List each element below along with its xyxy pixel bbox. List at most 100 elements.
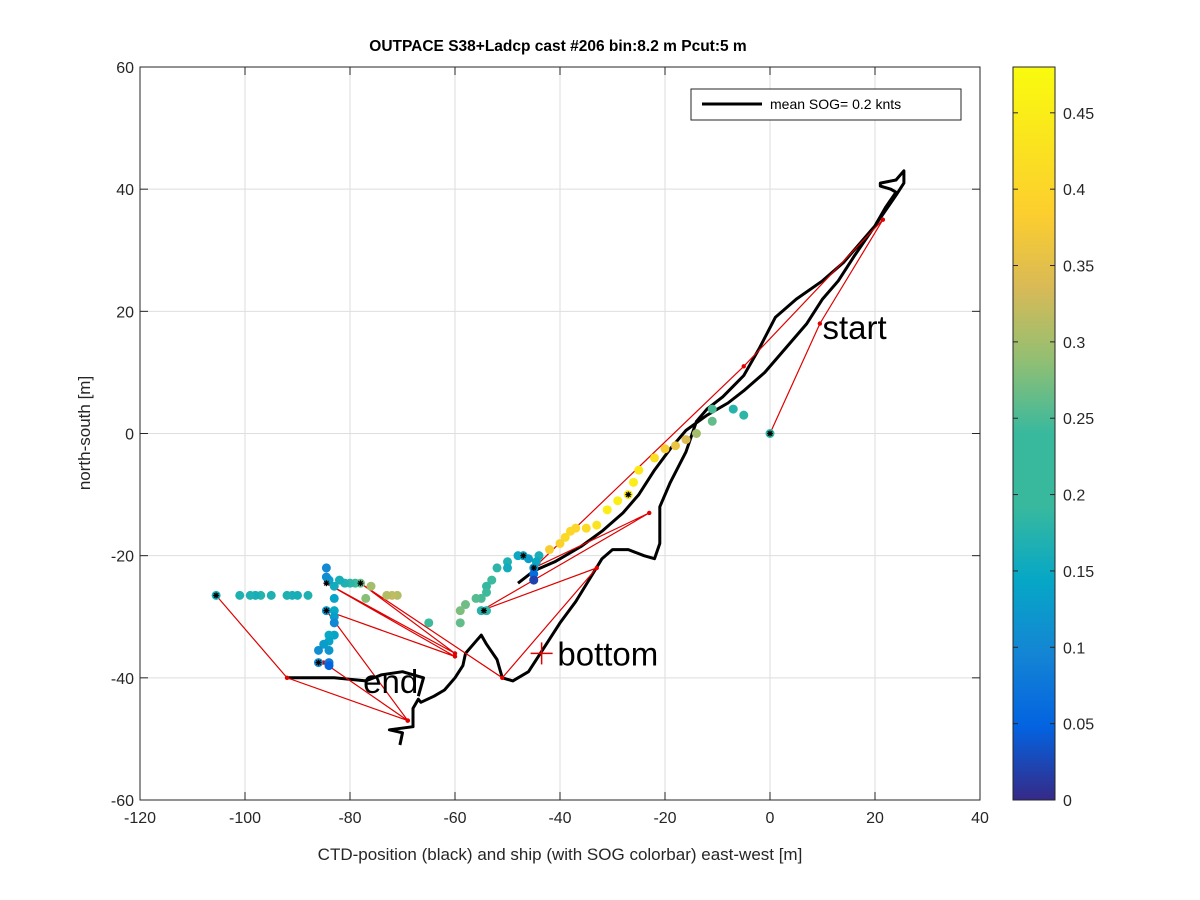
ship-sog-point (692, 429, 701, 438)
star-stroke (625, 491, 631, 498)
ship-sog-point (455, 618, 465, 628)
ctd-star-marker (480, 607, 487, 614)
x-tick-label: -120 (124, 810, 156, 827)
colorbar-tick-label: 0.05 (1063, 717, 1094, 734)
x-tick-label: 0 (766, 810, 775, 827)
ship-sog-point (629, 477, 638, 487)
ship-track-vertex (452, 651, 458, 656)
ship-track-vertex (741, 364, 746, 369)
ship-sog-point (361, 593, 371, 603)
ctd-track-end-line (287, 670, 425, 697)
y-tick-label: 60 (116, 60, 134, 77)
ship-sog-point (282, 590, 292, 600)
black-star-group (213, 430, 773, 666)
ship-sog-point (321, 572, 331, 582)
ship-track-vertex (817, 321, 823, 326)
ctd-star-marker (323, 607, 330, 614)
legend: mean SOG= 0.2 knts (690, 88, 962, 121)
star-stroke (357, 580, 364, 586)
colorbar-tick-label: 0.35 (1063, 259, 1094, 276)
ship-sog-point (245, 590, 255, 600)
colorbar-ticks: 0 0.05 0.1 0.15 0.2 0.25 0.3 0.35 0.4 0.45 (1013, 106, 1094, 810)
chart-title: OUTPACE S38+Ladcp cast #206 bin:8.2 m Pc… (369, 38, 746, 55)
ship-sog-point (329, 618, 339, 628)
annotation-bottom: bottom (557, 636, 658, 673)
x-tick-label: -60 (443, 810, 466, 827)
ship-sog-point (650, 453, 659, 463)
x-tick-label: -80 (338, 810, 361, 827)
ship-points-group (211, 404, 775, 671)
ctd-star-marker (520, 552, 527, 559)
star-stroke (315, 659, 322, 666)
star-stroke (531, 565, 537, 571)
ship-sog-point (235, 590, 245, 600)
star-stroke (520, 553, 526, 559)
ship-track-vertex (647, 510, 652, 516)
annotation-end: end (363, 663, 418, 700)
star-stroke (481, 607, 487, 614)
ctd-star-marker (315, 659, 322, 666)
ship-sog-point (503, 563, 512, 573)
ship-sog-point (335, 575, 344, 585)
y-tick-label: 0 (125, 427, 134, 444)
ship-sog-point (592, 520, 602, 530)
ship-sog-point (581, 523, 591, 533)
ship-sog-point (314, 645, 323, 655)
y-tick-label: -20 (111, 549, 134, 566)
ctd-star-marker (357, 580, 364, 587)
colorbar-tick-label: 0.45 (1063, 106, 1094, 123)
ship-sog-point (555, 538, 565, 548)
ctd-track-group (287, 169, 906, 746)
ship-sog-point (382, 590, 392, 600)
ctd-star-marker (625, 491, 632, 498)
y-tick-label: 40 (116, 182, 134, 199)
ship-sog-point (545, 545, 554, 555)
y-tick-label: -40 (111, 671, 134, 688)
colorbar-tick-label: 0.25 (1063, 411, 1094, 428)
ship-sog-point (471, 593, 481, 603)
ship-sog-point (482, 587, 491, 597)
colorbar-tick-label: 0 (1063, 793, 1072, 810)
star-stroke (767, 430, 773, 437)
x-tick-label: -40 (548, 810, 571, 827)
colorbar-tick-label: 0.15 (1063, 564, 1094, 581)
x-tick-label: 40 (971, 810, 989, 827)
ship-sog-point (513, 551, 523, 561)
ship-track-vertex (594, 565, 599, 571)
ship-sog-point (566, 526, 575, 536)
ship-sog-point (329, 581, 339, 591)
ship-sog-point (671, 441, 680, 451)
ship-track-vertex (405, 718, 410, 723)
ship-sog-point (455, 606, 465, 616)
ship-sog-point (324, 661, 334, 671)
x-tick-label: -100 (229, 810, 261, 827)
ctd-star-marker (213, 592, 220, 599)
ship-sog-point (329, 593, 339, 603)
ship-track-vertex (500, 675, 505, 681)
colorbar-gradient (1012, 66, 1056, 801)
x-tick-label: 20 (866, 810, 884, 827)
colorbar-tick-label: 0.2 (1063, 488, 1085, 505)
ship-sog-point (424, 618, 434, 628)
grid-lines (140, 67, 980, 800)
x-axis-label: CTD-position (black) and ship (with SOG … (318, 845, 803, 864)
y-tick-label: -60 (111, 793, 134, 810)
ship-sog-point (324, 645, 334, 655)
ship-sog-point (681, 435, 691, 445)
ship-sog-point (366, 581, 376, 591)
ship-sog-point (602, 505, 612, 515)
ship-sog-point (707, 416, 717, 426)
ctd-star-marker (767, 430, 773, 437)
plot-axes: -120 -100 -80 -60 -40 -20 0 20 40 -60 -40 -20 0 20 40 6… (111, 60, 989, 827)
colorbar-tick-label: 0.1 (1063, 640, 1085, 657)
ship-sog-point (660, 444, 670, 454)
ship-sog-point (728, 404, 738, 414)
ship-sog-point (529, 575, 539, 585)
y-tick-label: 20 (116, 304, 134, 321)
star-stroke (213, 592, 219, 599)
ship-sog-point (461, 600, 470, 610)
ship-sog-point (319, 639, 329, 649)
ctd-star-marker (323, 580, 330, 587)
colorbar: 0 0.05 0.1 0.15 0.2 0.25 0.3 0.35 0.4 0.45 (1012, 66, 1094, 810)
